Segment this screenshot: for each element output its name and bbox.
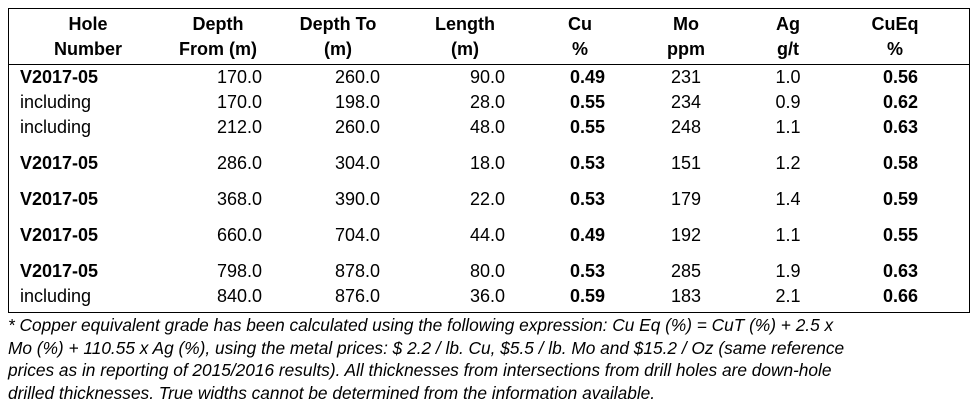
value-cell: 80.0 [469,261,505,281]
hole-cell: including [20,92,92,112]
value-cell: 0.66 [882,286,918,306]
value-cell: 876.0 [334,286,380,306]
table-border [8,8,970,313]
value-cell: 170.0 [216,92,262,112]
value-cell: 1.0 [775,67,801,87]
value-cell: 304.0 [334,153,380,173]
column-header: Mo [673,14,699,34]
value-cell: 1.4 [775,189,801,209]
value-cell: 0.9 [775,92,801,112]
value-cell: 0.49 [569,67,605,87]
value-cell: 0.49 [569,225,605,245]
column-header: Number [53,39,122,59]
value-cell: 286.0 [216,153,262,173]
footnote-line: * Copper equivalent grade has been calcu… [8,315,834,335]
column-header: ppm [667,39,705,59]
value-cell: 28.0 [469,92,505,112]
column-header: % [886,39,903,59]
value-cell: 0.53 [569,261,605,281]
column-header: Cu [568,14,592,34]
value-cell: 1.2 [775,153,801,173]
value-cell: 0.58 [882,153,918,173]
footnote-line: Mo (%) + 110.55 x Ag (%), using the meta… [8,337,845,358]
value-cell: 192 [670,225,702,245]
value-cell: 18.0 [469,153,505,173]
value-cell: 0.63 [882,117,918,137]
value-cell: 0.59 [882,189,918,209]
value-cell: 0.62 [882,92,918,112]
column-header: (m) [451,39,479,59]
column-header: CuEq [871,14,919,34]
value-cell: 798.0 [216,261,262,281]
column-header: g/t [777,39,799,59]
value-cell: 0.59 [569,286,605,306]
column-header: Depth To [299,14,377,34]
value-cell: 231 [670,67,702,87]
value-cell: 0.55 [569,92,605,112]
column-header: Length [435,14,495,34]
hole-cell: V2017-05 [20,67,99,87]
value-cell: 0.53 [569,153,605,173]
value-cell: 44.0 [469,225,505,245]
value-cell: 260.0 [334,117,380,137]
value-cell: 90.0 [469,67,505,87]
value-cell: 1.1 [775,225,801,245]
hole-cell: V2017-05 [20,261,99,281]
value-cell: 170.0 [216,67,262,87]
value-cell: 0.55 [882,225,918,245]
value-cell: 183 [670,286,702,306]
hole-cell: including [20,286,92,306]
value-cell: 660.0 [216,225,262,245]
value-cell: 2.1 [775,286,801,306]
value-cell: 390.0 [334,189,380,209]
value-cell: 48.0 [469,117,505,137]
header-rule [8,64,970,65]
value-cell: 1.1 [775,117,801,137]
value-cell: 878.0 [334,261,380,281]
column-header: Depth [192,14,244,34]
value-cell: 0.55 [569,117,605,137]
value-cell: 285 [670,261,702,281]
footnote-line: prices as in reporting of 2015/2016 resu… [8,360,832,380]
value-cell: 212.0 [216,117,262,137]
value-cell: 179 [670,189,702,209]
value-cell: 0.53 [569,189,605,209]
value-cell: 840.0 [216,286,262,306]
value-cell: 248 [670,117,702,137]
column-header: Ag [776,14,800,34]
hole-cell: including [20,117,92,137]
value-cell: 198.0 [334,92,380,112]
value-cell: 704.0 [334,225,380,245]
column-header: (m) [324,39,352,59]
value-cell: 260.0 [334,67,380,87]
value-cell: 234 [670,92,702,112]
column-header: From (m) [179,39,257,59]
hole-cell: V2017-05 [20,189,99,209]
hole-cell: V2017-05 [20,153,99,173]
value-cell: 22.0 [469,189,505,209]
value-cell: 1.9 [775,261,801,281]
value-cell: 368.0 [216,189,262,209]
value-cell: 0.56 [882,67,918,87]
column-header: Hole [68,14,108,34]
footnote-line: drilled thicknesses. True widths cannot … [8,382,656,403]
value-cell: 151 [670,153,702,173]
hole-cell: V2017-05 [20,225,99,245]
value-cell: 36.0 [469,286,505,306]
value-cell: 0.63 [882,261,918,281]
column-header: % [571,39,588,59]
